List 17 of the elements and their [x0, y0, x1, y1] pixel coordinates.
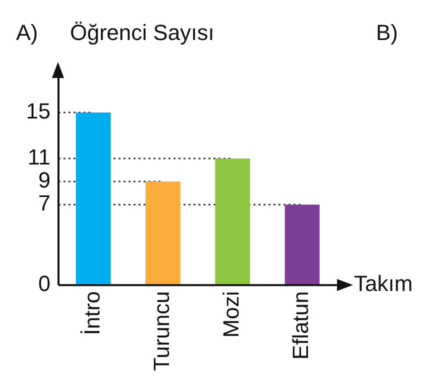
x-tick-label: Eflatun: [288, 291, 314, 360]
text: A): [16, 20, 38, 46]
text: B): [376, 20, 398, 46]
x-tick-label: Mozi: [218, 291, 244, 338]
y-tick-label: 7: [38, 190, 50, 216]
x-tick-label: İntro: [79, 291, 104, 336]
bar: [76, 112, 111, 286]
bar: [284, 204, 320, 286]
bar: [215, 158, 250, 286]
x-axis-title: Takım: [354, 271, 413, 296]
y-tick-label: 11: [28, 144, 50, 170]
y-axis-title: Öğrenci Sayısı: [70, 20, 214, 46]
bar: [146, 182, 180, 286]
y-tick-label: 15: [26, 98, 50, 124]
y-tick-label: 0: [38, 271, 50, 296]
x-tick-label: Turuncu: [148, 291, 174, 371]
y-tick-label: 9: [38, 168, 50, 193]
